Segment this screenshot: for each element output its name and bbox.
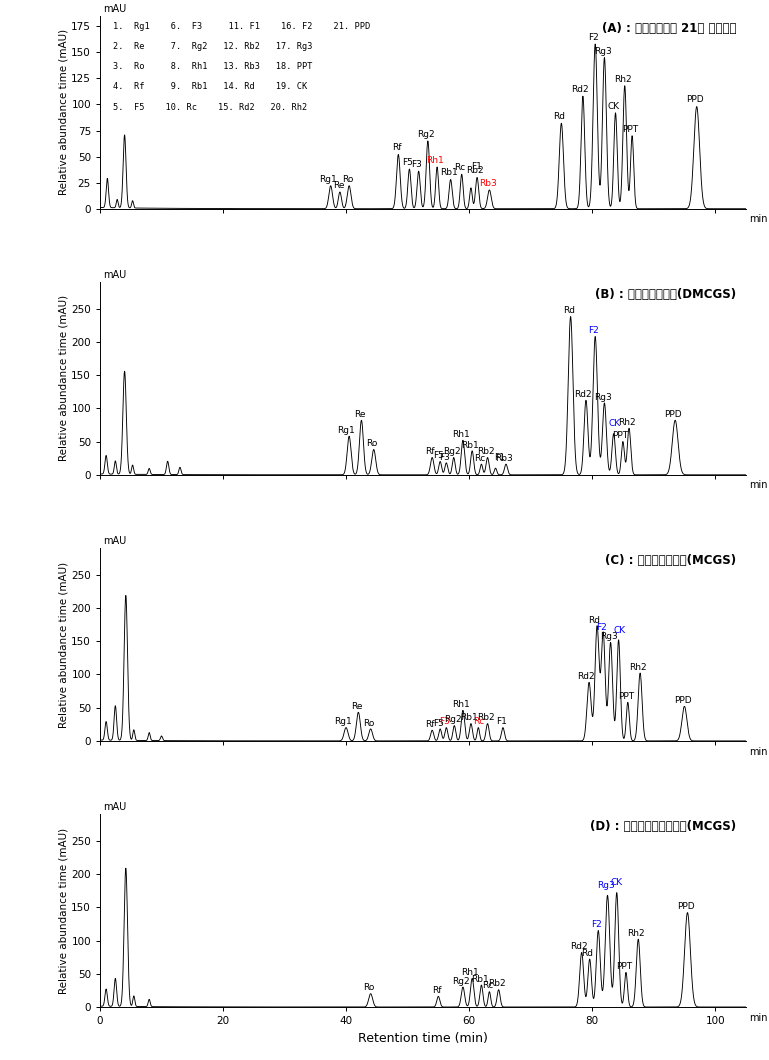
Text: Rf: Rf: [425, 720, 435, 729]
Text: F1: F1: [471, 162, 482, 172]
Text: Rb1: Rb1: [440, 169, 458, 177]
Text: Rh1: Rh1: [452, 430, 470, 439]
Text: Rg2: Rg2: [443, 447, 461, 456]
Text: Ro: Ro: [366, 439, 378, 448]
Text: PPD: PPD: [674, 696, 691, 705]
Text: Rg3: Rg3: [600, 632, 618, 641]
Text: Rb1: Rb1: [460, 713, 478, 722]
Text: F2: F2: [591, 920, 602, 930]
Text: Rg2: Rg2: [418, 130, 434, 139]
Text: PPD: PPD: [677, 902, 694, 912]
Text: Rd: Rd: [581, 949, 593, 958]
Text: mAU: mAU: [103, 536, 126, 546]
Text: 3.  Ro     8.  Rh1   13. Rb3   18. PPT: 3. Ro 8. Rh1 13. Rb3 18. PPT: [113, 63, 312, 71]
Text: Rh2: Rh2: [618, 418, 636, 427]
Text: Rb2: Rb2: [477, 447, 494, 456]
Text: Rh2: Rh2: [614, 74, 631, 84]
Text: 5.  F5    10. Rc    15. Rd2   20. Rh2: 5. F5 10. Rc 15. Rd2 20. Rh2: [113, 103, 307, 111]
Text: Re: Re: [333, 181, 345, 190]
Text: Re: Re: [351, 702, 362, 711]
Text: F1: F1: [496, 718, 507, 726]
Text: min: min: [749, 746, 767, 757]
Text: Ro: Ro: [363, 984, 375, 992]
Text: mAU: mAU: [103, 802, 126, 812]
Text: Rc: Rc: [482, 982, 493, 990]
Text: CK: CK: [611, 879, 623, 887]
Text: F1: F1: [494, 453, 505, 461]
Text: Rc: Rc: [473, 718, 484, 726]
Text: Rg2: Rg2: [444, 716, 461, 724]
Text: PPT: PPT: [612, 431, 628, 440]
Text: Rg1: Rg1: [318, 175, 337, 183]
Text: Ro: Ro: [363, 719, 375, 727]
Text: F5: F5: [433, 452, 444, 460]
Text: Rd: Rd: [554, 112, 565, 121]
Text: (D) : 발효숙성산양삼전초(MCGS): (D) : 발효숙성산양삼전초(MCGS): [590, 820, 736, 833]
Text: Rb2: Rb2: [467, 166, 484, 175]
Text: Rf: Rf: [392, 143, 402, 153]
Text: CK: CK: [609, 420, 621, 428]
Text: Rb3: Rb3: [478, 179, 497, 188]
Text: (A) : 진세노사이드 21종 표준물질: (A) : 진세노사이드 21종 표준물질: [601, 21, 736, 35]
Text: Rh2: Rh2: [628, 929, 645, 938]
Text: min: min: [749, 214, 767, 225]
Text: (C) : 숙성산양삼전초(MCGS): (C) : 숙성산양삼전초(MCGS): [605, 554, 736, 567]
Text: 4.  Rf     9.  Rb1   14. Rd    19. CK: 4. Rf 9. Rb1 14. Rd 19. CK: [113, 83, 307, 91]
Text: F2: F2: [588, 326, 599, 335]
Text: mAU: mAU: [103, 4, 126, 14]
Text: min: min: [749, 1012, 767, 1023]
Text: Rc: Rc: [474, 454, 485, 463]
Y-axis label: Relative abundance time (mAU): Relative abundance time (mAU): [58, 296, 68, 461]
Y-axis label: Relative abundance time (mAU): Relative abundance time (mAU): [58, 30, 68, 195]
Text: F2: F2: [588, 33, 599, 42]
Text: PPD: PPD: [664, 410, 682, 419]
Text: CK: CK: [608, 102, 620, 110]
Text: Rg1: Rg1: [334, 718, 352, 726]
Text: Rc: Rc: [454, 163, 465, 172]
Text: Rh1: Rh1: [426, 156, 444, 165]
Text: Rb2: Rb2: [477, 713, 494, 722]
Text: Rh1: Rh1: [452, 700, 470, 709]
Text: Rd2: Rd2: [571, 85, 588, 94]
Y-axis label: Relative abundance time (mAU): Relative abundance time (mAU): [58, 562, 68, 727]
Text: Rg2: Rg2: [452, 976, 470, 986]
Text: Rb2: Rb2: [488, 979, 505, 988]
Text: F5: F5: [433, 719, 444, 727]
Text: F5: F5: [402, 158, 413, 167]
X-axis label: Retention time (min): Retention time (min): [358, 1031, 488, 1044]
Text: Rf: Rf: [425, 447, 435, 456]
Text: Rb1: Rb1: [461, 441, 479, 449]
Text: PPT: PPT: [616, 962, 632, 971]
Text: Rf: Rf: [431, 986, 441, 995]
Text: (B) : 건조산양삼전초(DMCGS): (B) : 건조산양삼전초(DMCGS): [595, 287, 736, 301]
Text: Rh1: Rh1: [461, 968, 479, 977]
Text: Ro: Ro: [342, 175, 354, 183]
Text: Rb3: Rb3: [495, 454, 513, 463]
Text: Rd2: Rd2: [570, 942, 588, 951]
Text: Rh2: Rh2: [630, 662, 647, 672]
Y-axis label: Relative abundance time (mAU): Relative abundance time (mAU): [58, 828, 68, 993]
Text: F2: F2: [596, 623, 607, 632]
Text: Re: Re: [354, 410, 365, 419]
Text: PPD: PPD: [686, 95, 704, 105]
Text: Rd2: Rd2: [574, 390, 591, 399]
Text: PPT: PPT: [622, 125, 638, 134]
Text: Rd: Rd: [563, 306, 574, 315]
Text: Rb1: Rb1: [471, 975, 488, 984]
Text: Rg3: Rg3: [594, 47, 611, 55]
Text: Rg1: Rg1: [337, 426, 355, 435]
Text: Rd: Rd: [588, 616, 600, 625]
Text: 1.  Rg1    6.  F3     11. F1    16. F2    21. PPD: 1. Rg1 6. F3 11. F1 16. F2 21. PPD: [113, 21, 370, 31]
Text: min: min: [749, 480, 767, 491]
Text: Rg3: Rg3: [597, 881, 614, 890]
Text: F3: F3: [439, 453, 450, 461]
Text: F3: F3: [439, 718, 450, 726]
Text: PPT: PPT: [618, 692, 634, 701]
Text: CK: CK: [614, 625, 626, 635]
Text: F3: F3: [411, 160, 422, 170]
Text: 2.  Re     7.  Rg2   12. Rb2   17. Rg3: 2. Re 7. Rg2 12. Rb2 17. Rg3: [113, 42, 312, 51]
Text: Rg3: Rg3: [594, 392, 611, 402]
Text: mAU: mAU: [103, 270, 126, 280]
Text: Rd2: Rd2: [578, 672, 594, 682]
